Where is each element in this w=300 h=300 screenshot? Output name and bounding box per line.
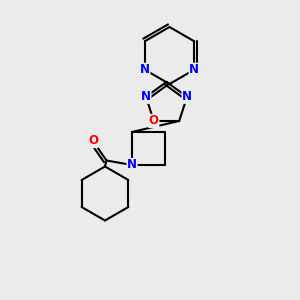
Text: N: N — [182, 90, 192, 103]
Text: N: N — [127, 158, 137, 172]
Text: N: N — [140, 63, 150, 76]
Text: N: N — [189, 63, 199, 76]
Text: O: O — [88, 134, 98, 148]
Text: N: N — [141, 90, 151, 103]
Text: O: O — [149, 115, 159, 128]
